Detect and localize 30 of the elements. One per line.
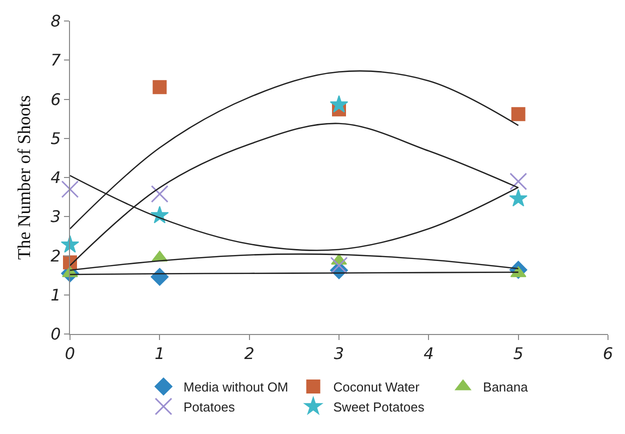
point <box>152 80 167 94</box>
x-tick-label: 3 <box>334 344 344 364</box>
y-tick-label: 6 <box>50 90 61 109</box>
y-tick-label: 2 <box>50 246 61 266</box>
point <box>511 107 526 122</box>
y-tick-label: 3 <box>50 207 61 226</box>
y-axis-title: The Number of Shoots <box>14 95 34 260</box>
legend-label: Sweet Potatoes <box>333 399 425 414</box>
legend-label: Media without OM <box>184 380 288 395</box>
y-tick-label: 7 <box>50 50 62 70</box>
y-tick-label: 0 <box>50 324 61 344</box>
x-tick-label: 2 <box>244 344 254 364</box>
x-tick-label: 6 <box>602 344 614 364</box>
point <box>510 172 528 190</box>
y-tick-label: 1 <box>50 285 61 304</box>
point <box>330 95 348 113</box>
point <box>330 256 348 274</box>
x-tick-label: 4 <box>424 344 434 364</box>
y-tick-label: 8 <box>50 12 61 31</box>
point <box>509 189 528 206</box>
x-tick-label: 5 <box>513 344 524 364</box>
point <box>61 180 79 198</box>
y-tick-label: 5 <box>50 128 61 148</box>
x-tick-label: 0 <box>64 344 76 364</box>
y-tick-label: 4 <box>50 168 61 188</box>
point <box>150 185 168 203</box>
legend-label: Potatoes <box>184 399 236 414</box>
x-tick-label: 1 <box>154 344 165 364</box>
legend-label: Coconut Water <box>333 380 420 395</box>
legend-label: Banana <box>483 380 529 395</box>
